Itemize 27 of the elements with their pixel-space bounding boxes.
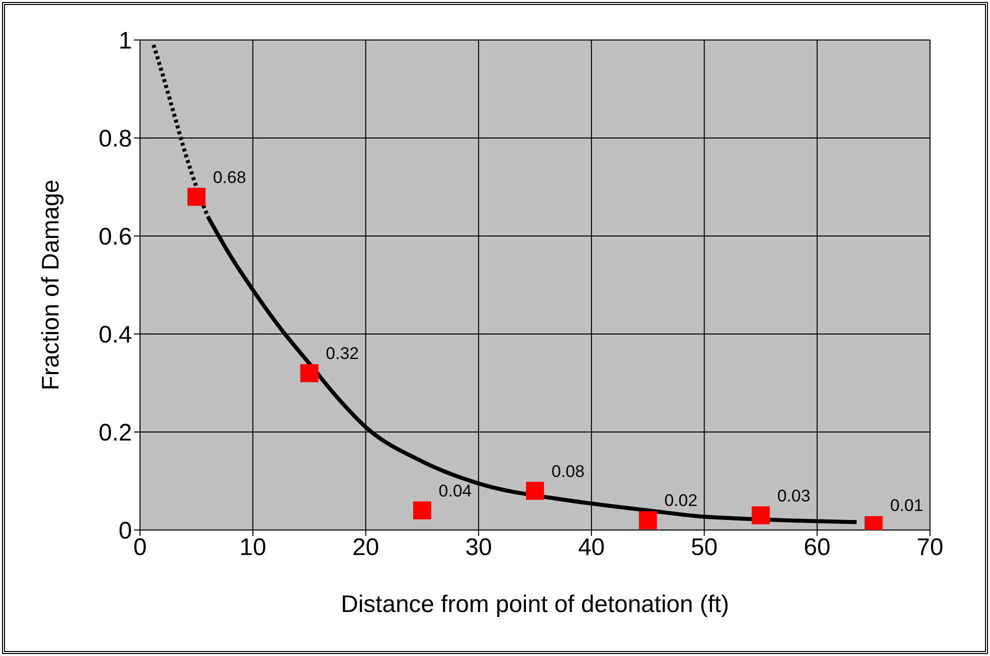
y-tick-label: 0.6 bbox=[98, 224, 132, 251]
point bbox=[752, 506, 770, 524]
data-label: 0.68 bbox=[212, 168, 246, 187]
data-label: 0.04 bbox=[438, 481, 472, 500]
x-tick-label: 70 bbox=[916, 534, 944, 562]
y-tick-label: 0.4 bbox=[98, 322, 132, 349]
x-tick-label: 10 bbox=[240, 534, 266, 562]
x-tick-label: 40 bbox=[578, 534, 605, 562]
data-label: 0.32 bbox=[326, 344, 359, 364]
data-label: 0.01 bbox=[890, 496, 924, 516]
point bbox=[413, 501, 432, 520]
y-axis-title: Fraction of Damage bbox=[38, 180, 65, 390]
point bbox=[187, 188, 206, 206]
x-tick-label: 30 bbox=[465, 534, 492, 562]
data-label: 0.08 bbox=[552, 462, 585, 481]
y-tick-label: 0.2 bbox=[98, 420, 132, 447]
y-tick-label: 0.8 bbox=[98, 126, 132, 153]
point bbox=[638, 511, 657, 530]
point bbox=[526, 482, 544, 500]
x-tick-label: 20 bbox=[352, 534, 380, 562]
data-label: 0.03 bbox=[777, 486, 810, 506]
y-tick-label: 1 bbox=[118, 28, 132, 55]
x-tick-label: 50 bbox=[690, 534, 718, 562]
x-tick-label: 60 bbox=[804, 534, 830, 562]
x-axis-title: Distance from point of detonation (ft) bbox=[340, 591, 730, 618]
data-label: 0.02 bbox=[664, 491, 698, 510]
point bbox=[300, 364, 318, 382]
